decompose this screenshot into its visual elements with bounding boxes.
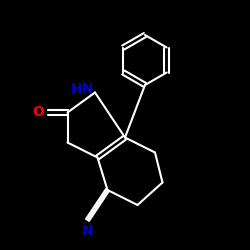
Text: N: N xyxy=(82,224,93,238)
Text: O: O xyxy=(32,106,44,120)
Text: HN: HN xyxy=(70,82,94,96)
